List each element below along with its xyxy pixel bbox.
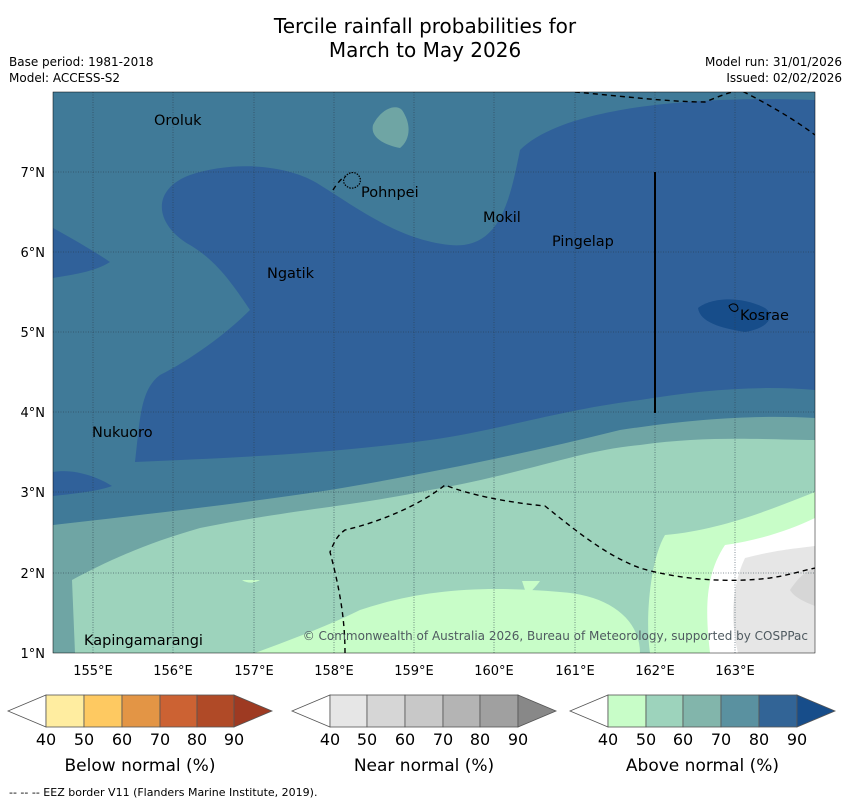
meta-left: Base period: 1981-2018 Model: ACCESS-S2: [9, 54, 154, 86]
tick-label: 70: [710, 730, 732, 749]
pohnpei-island: [343, 172, 361, 189]
tick-label: 90: [223, 730, 245, 749]
title-line-2: March to May 2026: [328, 38, 522, 62]
tick-label: 60: [394, 730, 416, 749]
map-speck-2: [242, 580, 260, 583]
map-region-above-50: [72, 438, 815, 653]
map-region-above-90-kosrae: [698, 299, 770, 332]
tick-label: 90: [786, 730, 808, 749]
lon-label: 162°E: [635, 664, 675, 679]
base-period: Base period: 1981-2018: [9, 55, 154, 69]
label-pohnpei: Pohnpei: [361, 185, 419, 201]
lon-label: 161°E: [555, 664, 595, 679]
colorbar-near-normal: [290, 694, 558, 728]
label-pingelap: Pingelap: [552, 234, 614, 250]
lon-label: 155°E: [73, 664, 113, 679]
tick-label: 40: [597, 730, 619, 749]
label-ngatik: Ngatik: [267, 266, 315, 282]
tick-label: 80: [186, 730, 208, 749]
map-patch-above-80-south: [53, 471, 112, 496]
colorbar-title-below: Below normal (%): [64, 756, 216, 776]
tick-label: 70: [149, 730, 171, 749]
map-frame: [52, 91, 816, 654]
colorbar-above-normal: [568, 694, 837, 728]
map-region-near-normal-50: [790, 568, 815, 606]
label-oroluk: Oroluk: [154, 113, 202, 129]
lat-label: 1°N: [21, 647, 46, 662]
tick-label: 60: [672, 730, 694, 749]
issued-date: Issued: 02/02/2026: [726, 71, 842, 85]
tick-label: 50: [73, 730, 95, 749]
tick-label: 40: [319, 730, 341, 749]
longitude-labels: 155°E 156°E 157°E 158°E 159°E 160°E 161°…: [73, 664, 755, 679]
map-gridlines: [53, 92, 815, 653]
label-kosrae: Kosrae: [740, 308, 789, 324]
lon-label: 157°E: [234, 664, 274, 679]
rainfall-probability-map: [53, 92, 815, 653]
model-name: Model: ACCESS-S2: [9, 71, 121, 85]
model-run: Model run: 31/01/2026: [704, 55, 842, 69]
lat-label: 7°N: [21, 166, 46, 181]
lat-label: 5°N: [21, 326, 46, 341]
map-region-above-40: [255, 589, 640, 653]
tick-label: 50: [356, 730, 378, 749]
eez-border: [329, 92, 815, 653]
map-region-above-80: [135, 99, 815, 463]
title-line-1: Tercile rainfall probabilities for: [273, 14, 577, 38]
colorbar-title-near: Near normal (%): [353, 756, 495, 776]
map-patch-above-80-west: [53, 228, 110, 278]
colorbar-below-normal: [6, 694, 274, 728]
tick-label: 80: [748, 730, 770, 749]
kosrae-island: [728, 303, 739, 312]
label-nukuoro: Nukuoro: [92, 425, 153, 441]
map-patch-above-60-north: [372, 107, 409, 148]
tick-label: 90: [507, 730, 529, 749]
lat-label: 6°N: [21, 246, 46, 261]
label-kapingamarangi: Kapingamarangi: [84, 633, 203, 649]
lon-label: 156°E: [153, 664, 193, 679]
meta-right: Model run: 31/01/2026 Issued: 02/02/2026: [705, 54, 842, 86]
lon-label: 160°E: [474, 664, 514, 679]
lon-label: 163°E: [715, 664, 755, 679]
lon-label: 159°E: [394, 664, 434, 679]
lat-label: 4°N: [21, 406, 46, 421]
eez-footer-note: -- -- -- EEZ border V11 (Flanders Marine…: [9, 786, 318, 799]
tick-label: 60: [111, 730, 133, 749]
colorbar-title-above: Above normal (%): [625, 756, 780, 776]
copyright-note: © Commonwealth of Australia 2026, Bureau…: [303, 629, 808, 643]
tick-label: 50: [635, 730, 657, 749]
tick-label: 80: [469, 730, 491, 749]
latitude-labels: 7°N 6°N 5°N 4°N 3°N 2°N 1°N: [21, 166, 46, 662]
map-title: Tercile rainfall probabilities for March…: [0, 14, 850, 62]
map-speck-3: [397, 630, 408, 636]
place-labels: Oroluk Pohnpei Mokil Pingelap Ngatik Kos…: [84, 113, 789, 649]
lat-label: 3°N: [21, 486, 46, 501]
label-mokil: Mokil: [483, 210, 521, 226]
tick-label: 40: [35, 730, 57, 749]
lat-label: 2°N: [21, 567, 46, 582]
map-speck-1: [522, 581, 540, 596]
lon-label: 158°E: [314, 664, 354, 679]
tick-label: 70: [432, 730, 454, 749]
